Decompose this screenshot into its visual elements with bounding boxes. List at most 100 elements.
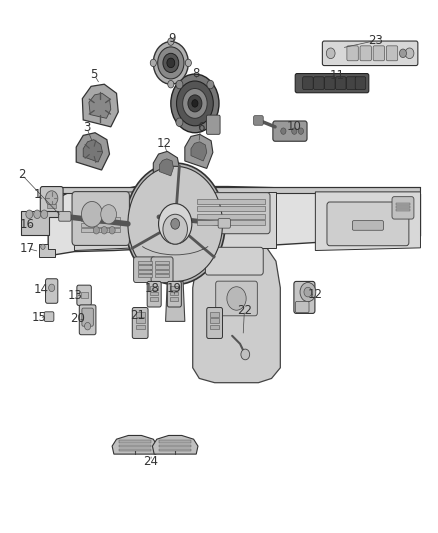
Circle shape <box>227 287 246 310</box>
Circle shape <box>188 95 202 112</box>
Text: 18: 18 <box>145 282 160 295</box>
Text: 14: 14 <box>34 284 49 296</box>
Bar <box>155 261 169 264</box>
Polygon shape <box>112 435 158 454</box>
FancyBboxPatch shape <box>167 281 181 307</box>
Bar <box>136 312 145 317</box>
Circle shape <box>326 48 335 59</box>
Bar <box>138 265 152 269</box>
Text: 23: 23 <box>368 34 383 47</box>
Text: 6: 6 <box>197 122 205 134</box>
Circle shape <box>34 210 41 219</box>
Polygon shape <box>76 133 110 170</box>
FancyBboxPatch shape <box>218 219 230 228</box>
Bar <box>170 292 178 295</box>
Circle shape <box>158 47 184 79</box>
Bar <box>396 203 410 205</box>
FancyBboxPatch shape <box>207 115 220 134</box>
Circle shape <box>183 88 207 118</box>
Text: 10: 10 <box>287 120 302 133</box>
FancyBboxPatch shape <box>205 247 263 275</box>
FancyBboxPatch shape <box>46 279 58 303</box>
FancyBboxPatch shape <box>82 308 93 326</box>
Circle shape <box>185 59 191 67</box>
Circle shape <box>168 80 174 88</box>
FancyBboxPatch shape <box>322 41 418 66</box>
Circle shape <box>241 349 250 360</box>
Bar <box>119 449 151 451</box>
Polygon shape <box>89 93 111 118</box>
Circle shape <box>171 74 219 133</box>
FancyBboxPatch shape <box>72 192 130 245</box>
Polygon shape <box>21 211 58 235</box>
Text: 5: 5 <box>91 68 98 81</box>
Bar <box>210 318 219 323</box>
Circle shape <box>125 163 225 285</box>
FancyBboxPatch shape <box>59 212 71 221</box>
Bar <box>47 204 56 208</box>
Bar <box>119 440 151 443</box>
Bar <box>81 223 120 227</box>
Circle shape <box>298 128 304 134</box>
Polygon shape <box>188 192 276 248</box>
Circle shape <box>81 201 102 227</box>
Polygon shape <box>185 134 213 168</box>
FancyBboxPatch shape <box>303 77 313 90</box>
Bar <box>119 445 151 447</box>
Circle shape <box>176 118 183 126</box>
Circle shape <box>281 128 286 134</box>
Bar <box>136 318 145 323</box>
Text: 8: 8 <box>193 67 200 80</box>
Polygon shape <box>48 187 420 256</box>
Text: 11: 11 <box>330 69 345 82</box>
Bar <box>150 286 158 290</box>
Bar <box>155 270 169 273</box>
Circle shape <box>153 42 188 84</box>
Bar <box>197 206 265 211</box>
Text: 15: 15 <box>32 311 47 324</box>
Circle shape <box>168 38 174 45</box>
FancyBboxPatch shape <box>40 187 63 214</box>
Circle shape <box>292 128 297 134</box>
FancyBboxPatch shape <box>193 193 270 233</box>
FancyBboxPatch shape <box>273 121 307 141</box>
Bar <box>155 265 169 269</box>
Text: 16: 16 <box>20 219 35 231</box>
Polygon shape <box>153 151 180 183</box>
FancyBboxPatch shape <box>207 308 223 338</box>
Text: 17: 17 <box>20 242 35 255</box>
Polygon shape <box>74 192 136 251</box>
FancyBboxPatch shape <box>346 77 357 90</box>
Bar <box>396 206 410 208</box>
Bar <box>210 312 219 317</box>
Text: 20: 20 <box>71 312 85 325</box>
Bar <box>159 449 191 451</box>
Circle shape <box>167 58 175 68</box>
Circle shape <box>128 166 223 281</box>
FancyBboxPatch shape <box>386 46 398 61</box>
Bar <box>159 440 191 443</box>
FancyBboxPatch shape <box>216 281 257 316</box>
Polygon shape <box>39 244 55 257</box>
Bar <box>150 292 158 295</box>
Circle shape <box>26 210 33 219</box>
Bar <box>159 445 191 447</box>
Bar <box>197 220 265 225</box>
FancyBboxPatch shape <box>147 281 161 307</box>
Circle shape <box>46 191 58 206</box>
FancyBboxPatch shape <box>336 77 346 90</box>
Text: 1: 1 <box>33 188 41 200</box>
Text: 9: 9 <box>168 32 176 45</box>
Circle shape <box>85 322 91 330</box>
FancyBboxPatch shape <box>254 116 263 125</box>
FancyBboxPatch shape <box>294 281 315 313</box>
Bar <box>81 217 120 221</box>
Text: 22: 22 <box>237 304 252 317</box>
Bar <box>210 325 219 329</box>
Bar <box>197 199 265 204</box>
Bar <box>138 261 152 264</box>
Polygon shape <box>83 140 102 162</box>
Bar <box>197 214 265 219</box>
Circle shape <box>49 284 55 292</box>
FancyBboxPatch shape <box>352 221 384 230</box>
